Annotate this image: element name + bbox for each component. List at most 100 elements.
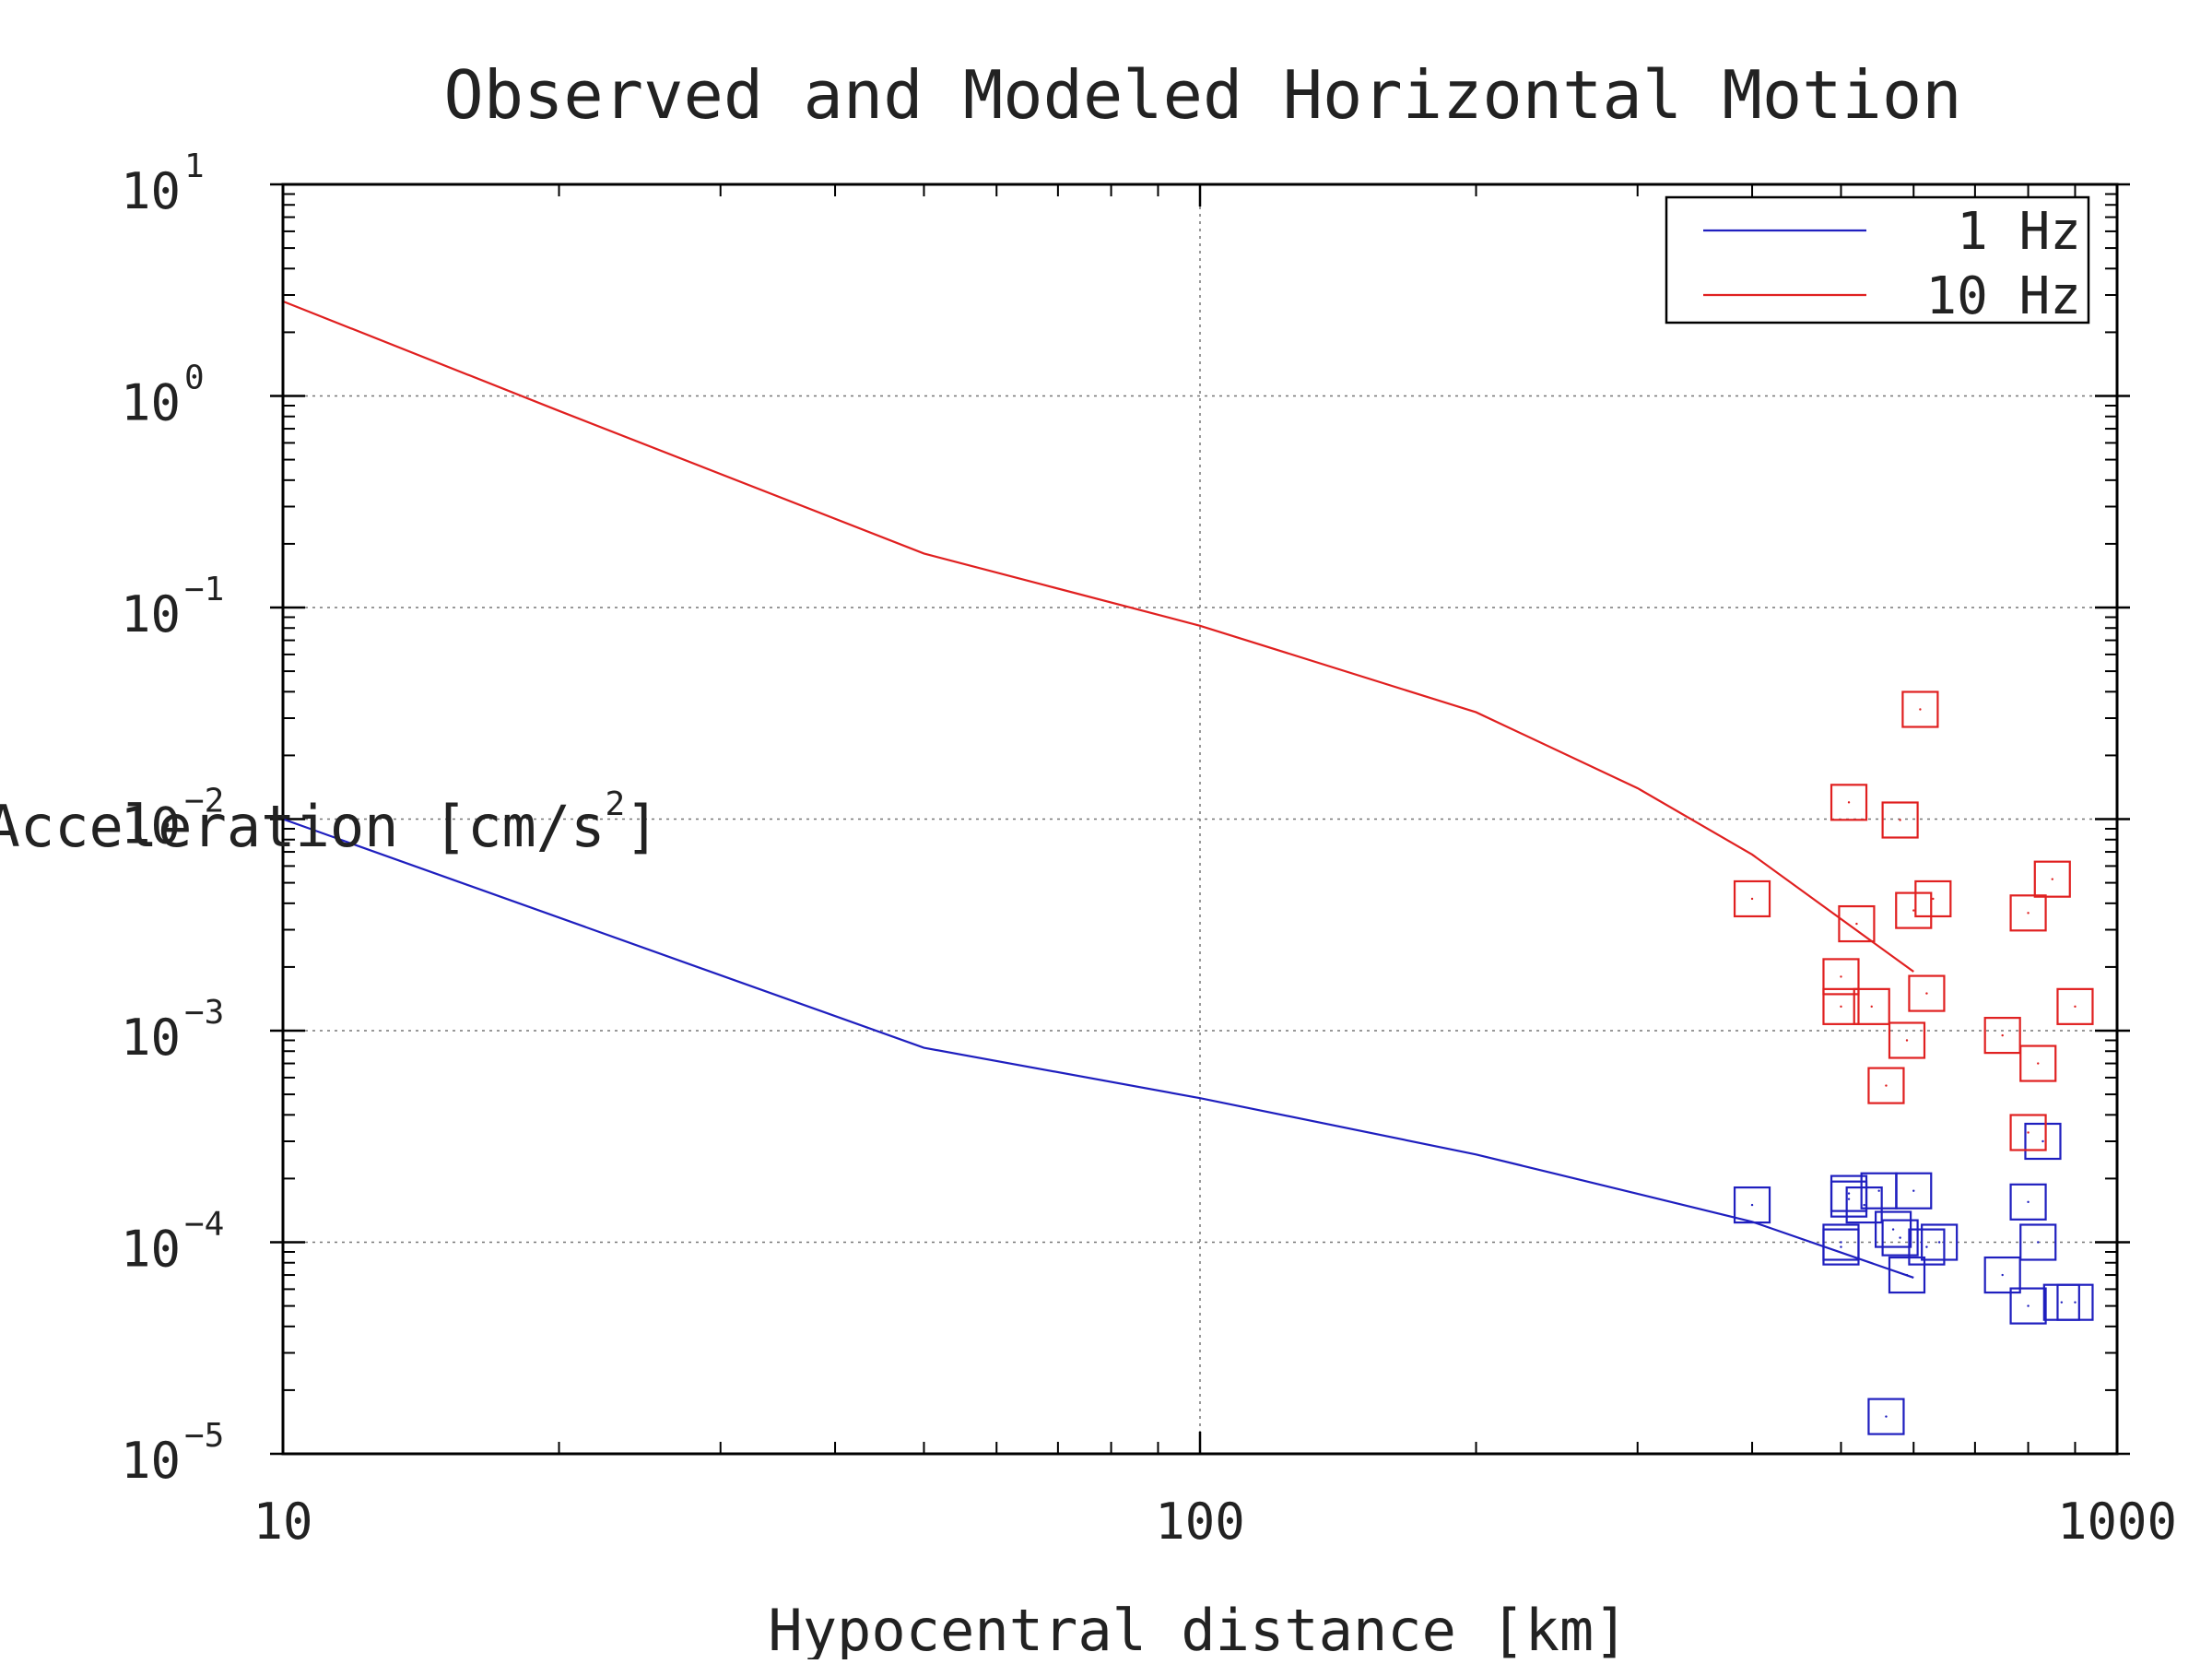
observed-point-center	[2027, 912, 2030, 915]
observed-point-center	[2001, 1273, 2004, 1277]
observed-point-center	[1905, 1273, 1909, 1277]
legend-label-1: 10 Hz	[1925, 266, 2081, 326]
observed-point-center	[1840, 1245, 1842, 1248]
observed-point	[1895, 891, 1933, 929]
observed-point	[2056, 987, 2094, 1025]
observed-point	[2033, 860, 2071, 898]
observed-point-center	[1899, 819, 1901, 821]
observed-point-center	[2060, 1301, 2064, 1304]
observed-point	[1733, 1186, 1771, 1224]
observed-point	[1983, 1256, 2021, 1294]
y-axis-label-exponent: 2	[605, 785, 625, 823]
observed-point-center	[2027, 1304, 2030, 1307]
observed-point	[2009, 894, 2047, 932]
series-layer	[282, 300, 2094, 1435]
y-tick-exponent: −5	[184, 1417, 224, 1455]
model-line-1	[282, 300, 1914, 973]
y-tick-exponent: 1	[184, 148, 205, 185]
chart-title: Observed and Modeled Horizontal Motion	[443, 56, 1961, 134]
observed-point	[1867, 1398, 1905, 1435]
observed-point	[2019, 1044, 2057, 1082]
observed-point	[1822, 987, 1860, 1025]
observed-point	[1822, 958, 1860, 996]
observed-point	[1908, 974, 1946, 1012]
observed-point	[1733, 879, 1771, 918]
observed-point-center	[2001, 1033, 2004, 1037]
observed-point-center	[1912, 909, 1915, 912]
observed-point-center	[2027, 1200, 2030, 1204]
plot-frame	[281, 183, 2119, 1456]
y-tick-label: 10	[121, 585, 181, 643]
y-tick-label: 10	[121, 797, 181, 856]
observed-point-center	[1750, 897, 1754, 901]
observed-point-center	[2074, 1301, 2077, 1304]
y-axis-label-base: Acceleration [cm/s	[0, 793, 605, 860]
observed-point-center	[1840, 975, 1842, 978]
observed-point-center	[1905, 1039, 1909, 1042]
observed-point	[1914, 879, 1952, 918]
observed-point-center	[1877, 1189, 1880, 1192]
observed-point-center	[1912, 1189, 1915, 1192]
legend-box	[1665, 195, 2090, 325]
observed-point	[1901, 690, 1939, 728]
x-axis-label: Hypocentral distance [km]	[768, 1597, 1628, 1659]
observed-point-center	[1899, 1236, 1901, 1239]
y-tick-label: 10	[121, 1432, 181, 1490]
observed-point	[1822, 1223, 1860, 1261]
y-axis-label-tail: ]	[625, 793, 659, 860]
y-tick-label: 10	[121, 1221, 181, 1279]
x-tick-labels: 10 100 1000	[253, 1493, 2177, 1551]
x-tick-label: 10	[253, 1493, 312, 1551]
series-1	[282, 300, 2094, 1151]
observed-point-center	[1870, 1005, 1873, 1009]
observed-point	[1830, 784, 1868, 821]
y-tick-label: 10	[121, 374, 181, 432]
observed-point-center	[1840, 1241, 1842, 1244]
y-axis-label: Acceleration [cm/s2]	[0, 785, 659, 860]
x-tick-label: 1000	[2057, 1493, 2177, 1551]
observed-point	[1881, 1219, 1919, 1257]
observed-point	[2009, 1183, 2047, 1221]
observed-point	[2009, 1114, 2047, 1151]
observed-point-center	[1847, 801, 1851, 804]
observed-point	[1908, 1228, 1946, 1266]
observed-point-center	[1863, 1203, 1865, 1207]
observed-point-center	[1847, 1192, 1851, 1195]
observed-point-center	[1840, 1005, 1842, 1009]
observed-point-center	[2027, 1131, 2030, 1134]
y-tick-label: 10	[121, 1009, 181, 1067]
series-0	[282, 818, 2094, 1435]
observed-point	[1845, 1186, 1883, 1224]
x-tick-label: 100	[1155, 1493, 1245, 1551]
observed-point-center	[1855, 922, 1858, 926]
observed-point	[1853, 987, 1890, 1025]
observed-point	[1838, 904, 1876, 943]
y-tick-exponent: −4	[184, 1206, 224, 1244]
legend-label-0: 1 Hz	[1957, 202, 2081, 262]
observed-point-center	[1932, 897, 1935, 901]
observed-point-center	[2051, 878, 2053, 880]
observed-point	[2056, 1283, 2094, 1321]
observed-point-center	[2037, 1241, 2040, 1244]
observed-point	[1888, 1021, 1926, 1059]
observed-point-center	[1891, 1228, 1895, 1231]
observed-point	[1895, 1172, 1933, 1210]
observed-point-center	[1925, 992, 1928, 995]
observed-point-center	[2037, 1062, 2040, 1065]
observed-point	[1921, 1223, 1959, 1261]
y-tick-exponent: −2	[184, 783, 224, 820]
observed-point-center	[2041, 1139, 2044, 1143]
observed-point	[1983, 1017, 2021, 1055]
observed-point-center	[1937, 1241, 1941, 1244]
y-tick-label: 10	[121, 162, 181, 220]
observed-point	[1867, 1067, 1905, 1104]
y-tick-exponent: 0	[184, 360, 205, 397]
observed-point-center	[2074, 1005, 2077, 1009]
observed-point	[2019, 1223, 2057, 1261]
y-tick-exponent: −3	[184, 994, 224, 1032]
observed-point	[1830, 1180, 1868, 1218]
